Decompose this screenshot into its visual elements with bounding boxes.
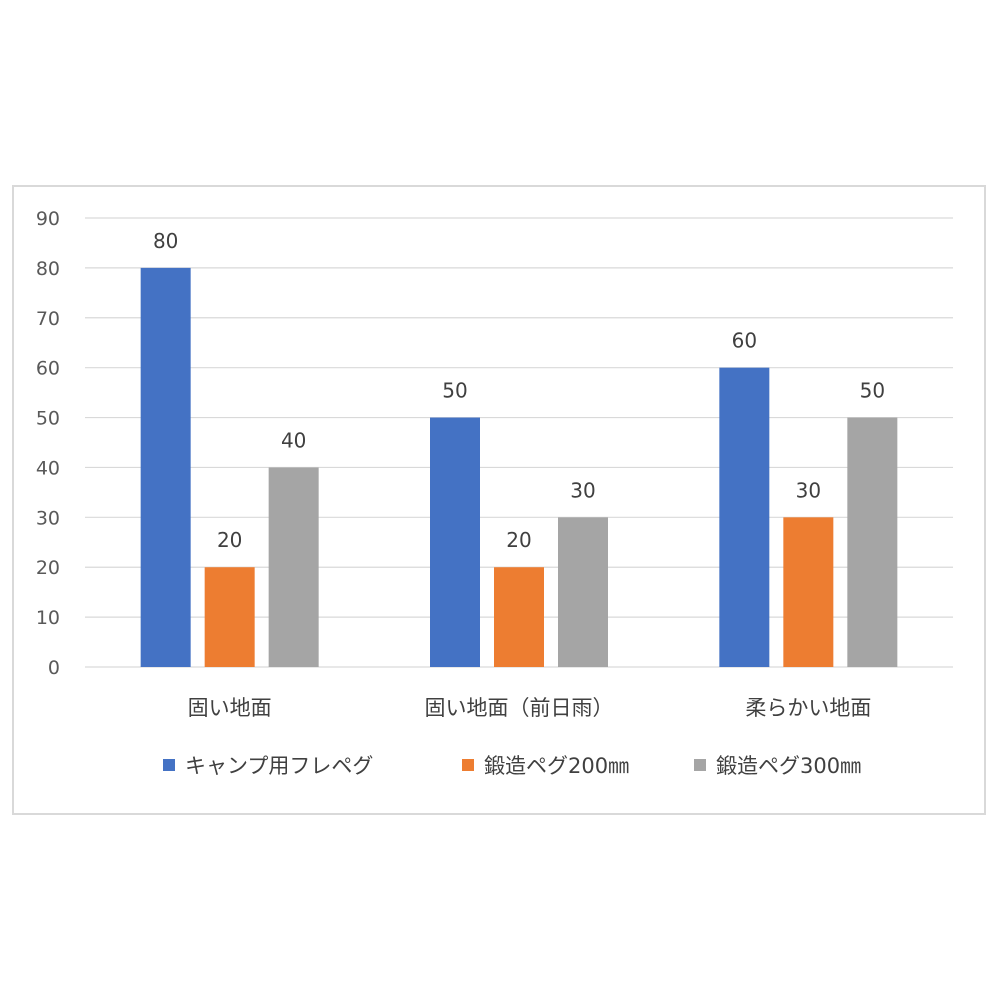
bar — [494, 567, 544, 667]
y-tick-label: 70 — [36, 308, 60, 330]
data-label: 40 — [281, 428, 306, 452]
data-labels: 80 20 40 50 20 30 60 30 50 — [153, 229, 885, 552]
bar — [783, 517, 834, 667]
bar — [558, 517, 608, 667]
bar — [204, 567, 255, 667]
bar — [430, 417, 480, 667]
legend-label: 鍛造ペグ300㎜ — [716, 754, 861, 778]
bar — [140, 267, 191, 667]
y-tick-label: 50 — [36, 408, 60, 430]
data-label: 60 — [732, 329, 757, 353]
y-tick-label: 60 — [36, 358, 60, 380]
data-label: 30 — [570, 478, 595, 502]
data-label: 20 — [217, 528, 242, 552]
bars — [140, 267, 898, 667]
bar — [847, 417, 898, 667]
y-tick-label: 30 — [36, 507, 60, 529]
legend: キャンプ用フレペグ 鍛造ペグ200㎜ 鍛造ペグ300㎜ — [163, 754, 861, 778]
legend-label: 鍛造ペグ200㎜ — [484, 754, 629, 778]
y-tick-label: 20 — [36, 557, 60, 579]
category-label: 固い地面 — [188, 696, 272, 720]
y-tick-label: 0 — [48, 657, 60, 679]
data-label: 30 — [796, 478, 821, 502]
y-axis-ticks: 0 10 20 30 40 50 60 70 80 90 — [36, 208, 60, 679]
y-tick-label: 10 — [36, 607, 60, 629]
category-label: 柔らかい地面 — [745, 696, 871, 720]
bar — [719, 367, 770, 667]
category-label: 固い地面（前日雨） — [425, 696, 614, 720]
legend-swatch — [163, 759, 175, 771]
data-label: 50 — [860, 379, 885, 403]
legend-swatch — [694, 759, 706, 771]
bar — [268, 467, 319, 667]
data-label: 50 — [442, 379, 467, 403]
y-tick-label: 90 — [36, 208, 60, 230]
legend-label: キャンプ用フレペグ — [185, 754, 373, 778]
y-tick-label: 40 — [36, 457, 60, 479]
data-label: 20 — [506, 528, 531, 552]
data-label: 80 — [153, 229, 178, 253]
y-tick-label: 80 — [36, 258, 60, 280]
category-labels: 固い地面 固い地面（前日雨） 柔らかい地面 — [188, 696, 872, 720]
legend-swatch — [462, 759, 474, 771]
